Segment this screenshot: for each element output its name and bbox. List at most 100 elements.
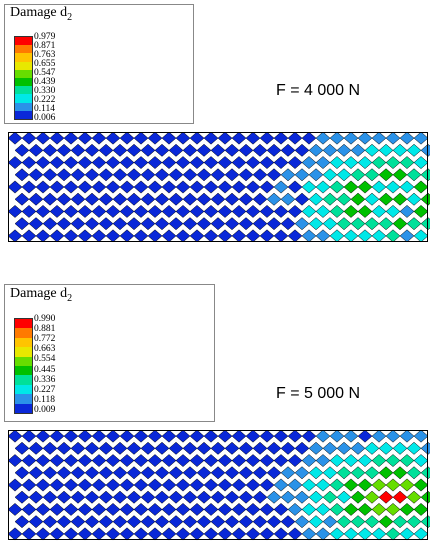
- mesh-element: [70, 490, 86, 504]
- mesh-element: [399, 503, 415, 516]
- mesh-element: [84, 466, 100, 480]
- mesh-element: [329, 503, 345, 516]
- mesh-element: [147, 478, 163, 492]
- mesh-element: [105, 503, 121, 516]
- mesh-element: [364, 490, 380, 504]
- mesh-element: [336, 490, 352, 504]
- mesh-element: [189, 454, 205, 467]
- mesh-element: [273, 503, 289, 516]
- mesh-element: [189, 430, 205, 443]
- mesh-element: [154, 466, 170, 480]
- mesh-element: [378, 466, 394, 480]
- mesh-element: [84, 441, 100, 455]
- mesh-element: [252, 441, 268, 455]
- mesh-element: [77, 503, 93, 516]
- mesh-element: [175, 503, 191, 516]
- mesh-element: [343, 454, 359, 467]
- mesh-element: [238, 515, 254, 529]
- mesh-element: [217, 527, 233, 541]
- mesh-element: [56, 515, 72, 529]
- mesh-element: [168, 490, 184, 504]
- mesh-element: [329, 430, 345, 443]
- mesh-element: [399, 527, 415, 541]
- mesh-element: [259, 478, 275, 492]
- mesh-element: [175, 430, 191, 443]
- mesh-element: [210, 441, 226, 455]
- mesh-element: [224, 441, 240, 455]
- mesh-element: [252, 515, 268, 529]
- mesh-element: [357, 503, 373, 516]
- mesh-element: [336, 466, 352, 480]
- mesh-element: [217, 430, 233, 443]
- mesh-element: [245, 454, 261, 467]
- mesh-element: [119, 430, 135, 443]
- mesh-element: [98, 490, 114, 504]
- color-scale: [14, 36, 33, 120]
- mesh-element: [357, 454, 373, 467]
- mesh-element: [238, 441, 254, 455]
- legend-value: 0.990: [34, 314, 56, 324]
- mesh-element: [315, 454, 331, 467]
- mesh-element: [392, 490, 408, 504]
- mesh-element: [364, 515, 380, 529]
- mesh-element: [301, 430, 317, 443]
- mesh-element: [161, 503, 177, 516]
- legend-value: 0.979: [34, 32, 56, 42]
- mesh-element: [49, 430, 65, 443]
- mesh-element: [84, 490, 100, 504]
- legend-swatch: [15, 69, 32, 79]
- mesh-element: [371, 430, 387, 443]
- mesh-element: [21, 454, 37, 467]
- mesh-element: [77, 527, 93, 541]
- mesh-element: [105, 478, 121, 492]
- mesh-element: [343, 503, 359, 516]
- mesh-element: [112, 490, 128, 504]
- mesh-element: [203, 478, 219, 492]
- mesh-element: [154, 515, 170, 529]
- mesh-element: [266, 466, 282, 480]
- mesh-element: [385, 454, 401, 467]
- mesh-element: [322, 441, 338, 455]
- mesh-element: [392, 466, 408, 480]
- mesh-element: [98, 466, 114, 480]
- mesh-element: [406, 466, 422, 480]
- mesh-element: [357, 430, 373, 443]
- mesh-element: [133, 454, 149, 467]
- mesh-element: [175, 454, 191, 467]
- mesh-element: [161, 430, 177, 443]
- mesh-element: [35, 478, 51, 492]
- mesh-element: [301, 503, 317, 516]
- mesh-element: [287, 430, 303, 443]
- mesh-element: [203, 454, 219, 467]
- mesh-element: [203, 527, 219, 541]
- mesh-element: [266, 490, 282, 504]
- mesh-element: [231, 478, 247, 492]
- mesh-element: [245, 527, 261, 541]
- mesh-element: [392, 441, 408, 455]
- legend-title-text: Damage d: [10, 5, 68, 20]
- mesh-element: [21, 527, 37, 541]
- mesh-element: [308, 515, 324, 529]
- mesh-element: [343, 478, 359, 492]
- mesh-element: [70, 515, 86, 529]
- mesh-element: [14, 466, 30, 480]
- mesh-element: [217, 503, 233, 516]
- mesh-element: [182, 466, 198, 480]
- legend-value: 0.881: [34, 324, 56, 335]
- mesh-element: [385, 430, 401, 443]
- force-label: F = 4 000 N: [276, 82, 361, 99]
- mesh-element: [168, 515, 184, 529]
- mesh-element: [217, 478, 233, 492]
- mesh-border: [8, 132, 428, 242]
- mesh-element: [329, 527, 345, 541]
- mesh-element: [294, 515, 310, 529]
- mesh-element: [217, 454, 233, 467]
- mesh-element: [308, 490, 324, 504]
- damage-mesh: [8, 430, 430, 541]
- mesh-element: [413, 478, 429, 492]
- color-scale: [14, 318, 33, 414]
- legend-value: 0.655: [34, 59, 56, 69]
- mesh-element: [287, 527, 303, 541]
- mesh-element: [350, 466, 366, 480]
- mesh-element: [182, 490, 198, 504]
